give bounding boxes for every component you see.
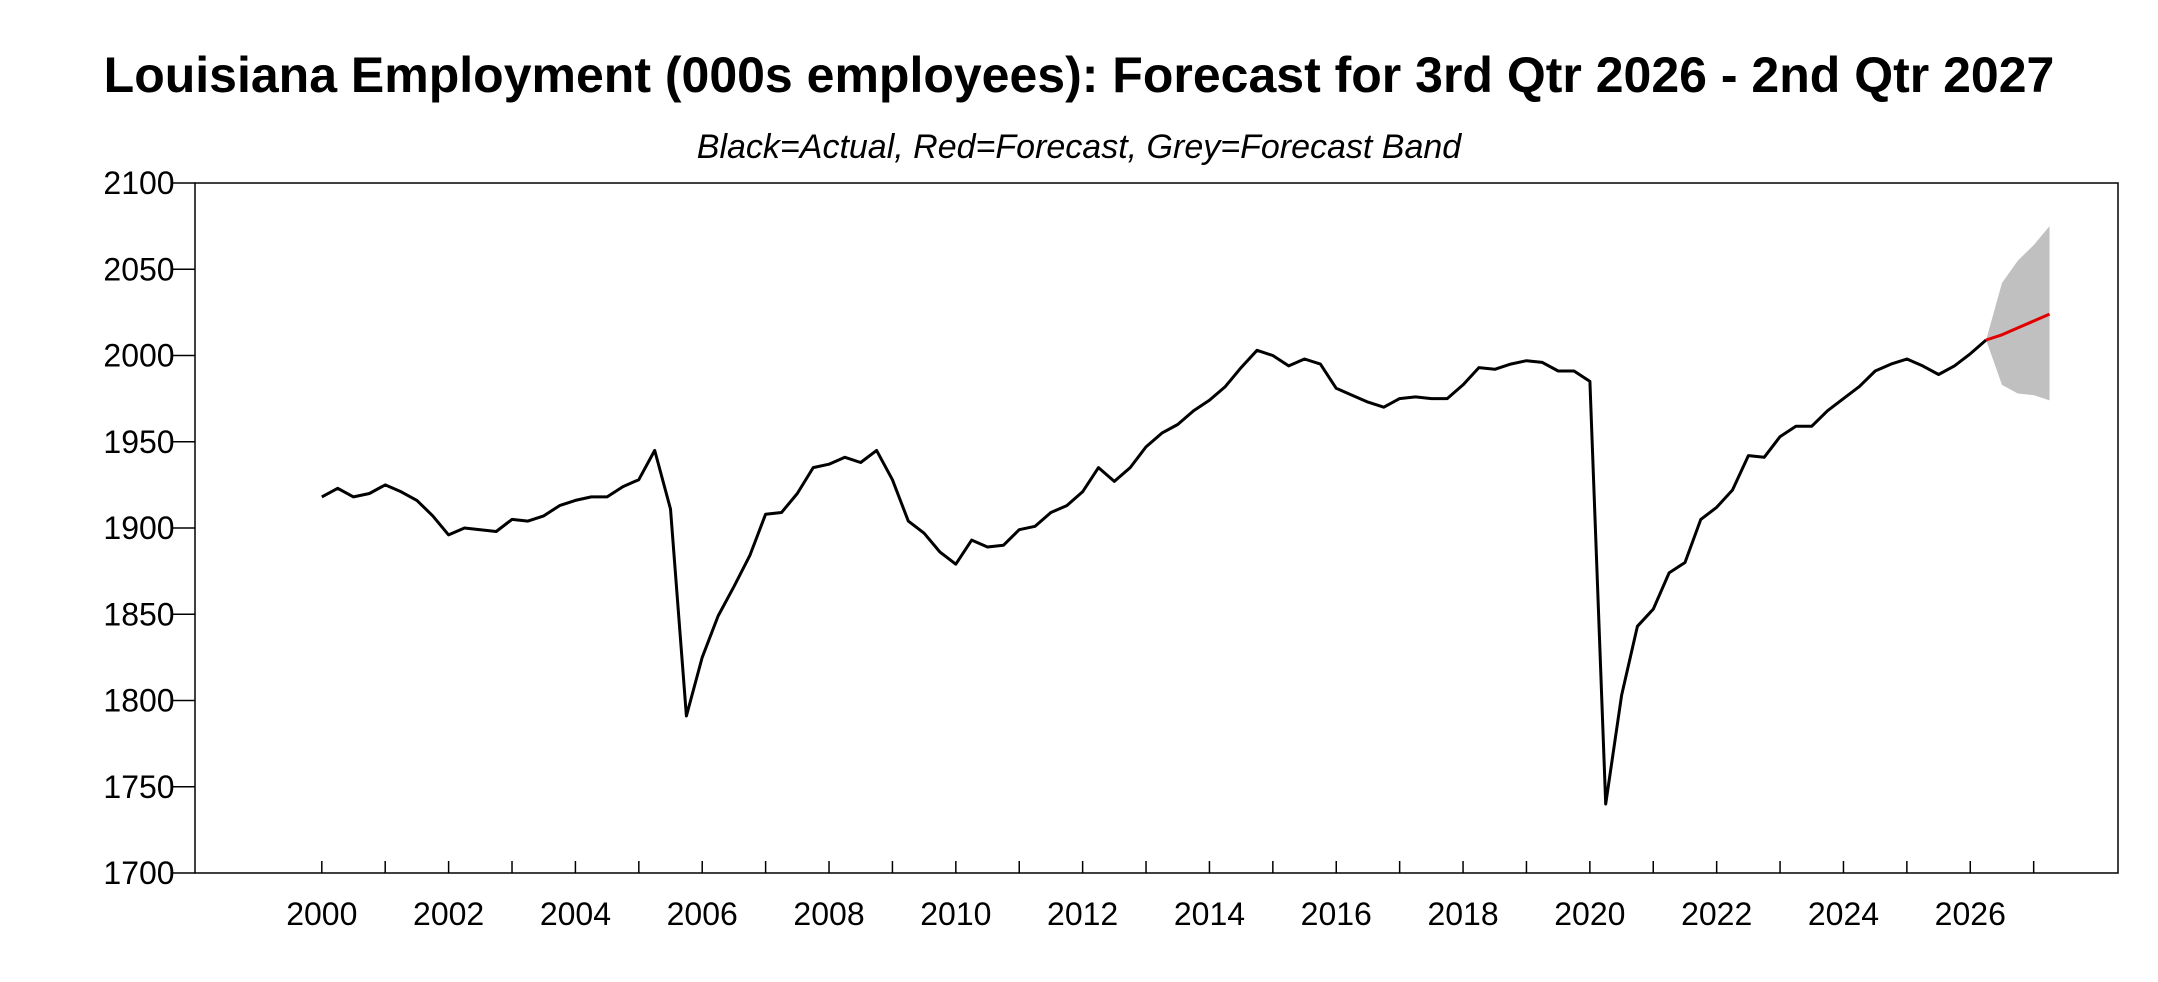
x-tick-label: 2010 bbox=[920, 896, 991, 932]
chart-title: Louisiana Employment (000s employees): F… bbox=[103, 47, 2055, 103]
x-tick-label: 2024 bbox=[1808, 896, 1879, 932]
y-tick-label: 1700 bbox=[103, 855, 174, 891]
x-tick-label: 2006 bbox=[667, 896, 738, 932]
x-tick-label: 2012 bbox=[1047, 896, 1118, 932]
x-tick-label: 2002 bbox=[413, 896, 484, 932]
plot-frame bbox=[194, 182, 2119, 874]
x-tick-label: 2000 bbox=[286, 896, 357, 932]
x-tick-label: 2020 bbox=[1554, 896, 1625, 932]
x-tick-label: 2014 bbox=[1174, 896, 1245, 932]
y-tick-label: 1750 bbox=[103, 769, 174, 805]
series-line-layer bbox=[321, 312, 2051, 806]
y-tick-label: 2000 bbox=[103, 338, 174, 374]
forecast-band bbox=[1986, 226, 2050, 401]
y-tick-label: 1800 bbox=[103, 683, 174, 719]
x-axis: 2000 2002 2004 2006 2008 2010 2012 2014 2016 2018… bbox=[286, 861, 2035, 932]
forecast-band-layer bbox=[1986, 226, 2050, 401]
x-tick-label: 2022 bbox=[1681, 896, 1752, 932]
y-axis: 1700 1750 1800 1850 1900 1950 2000 2050 2100 bbox=[103, 165, 195, 891]
y-tick-label: 1850 bbox=[103, 596, 174, 632]
y-tick-label: 1950 bbox=[103, 424, 174, 460]
x-tick-label: 2004 bbox=[540, 896, 611, 932]
x-tick-label: 2018 bbox=[1427, 896, 1498, 932]
actual-series-line bbox=[321, 338, 1988, 806]
chart-subtitle: Black=Actual, Red=Forecast, Grey=Forecas… bbox=[696, 128, 1462, 166]
y-tick-label: 1900 bbox=[103, 510, 174, 546]
x-tick-label: 2016 bbox=[1301, 896, 1372, 932]
y-tick-label: 2100 bbox=[103, 165, 174, 201]
forecast-series-line bbox=[1985, 312, 2051, 342]
y-tick-label: 2050 bbox=[103, 251, 174, 287]
x-tick-label: 2026 bbox=[1935, 896, 2006, 932]
x-tick-label: 2008 bbox=[793, 896, 864, 932]
